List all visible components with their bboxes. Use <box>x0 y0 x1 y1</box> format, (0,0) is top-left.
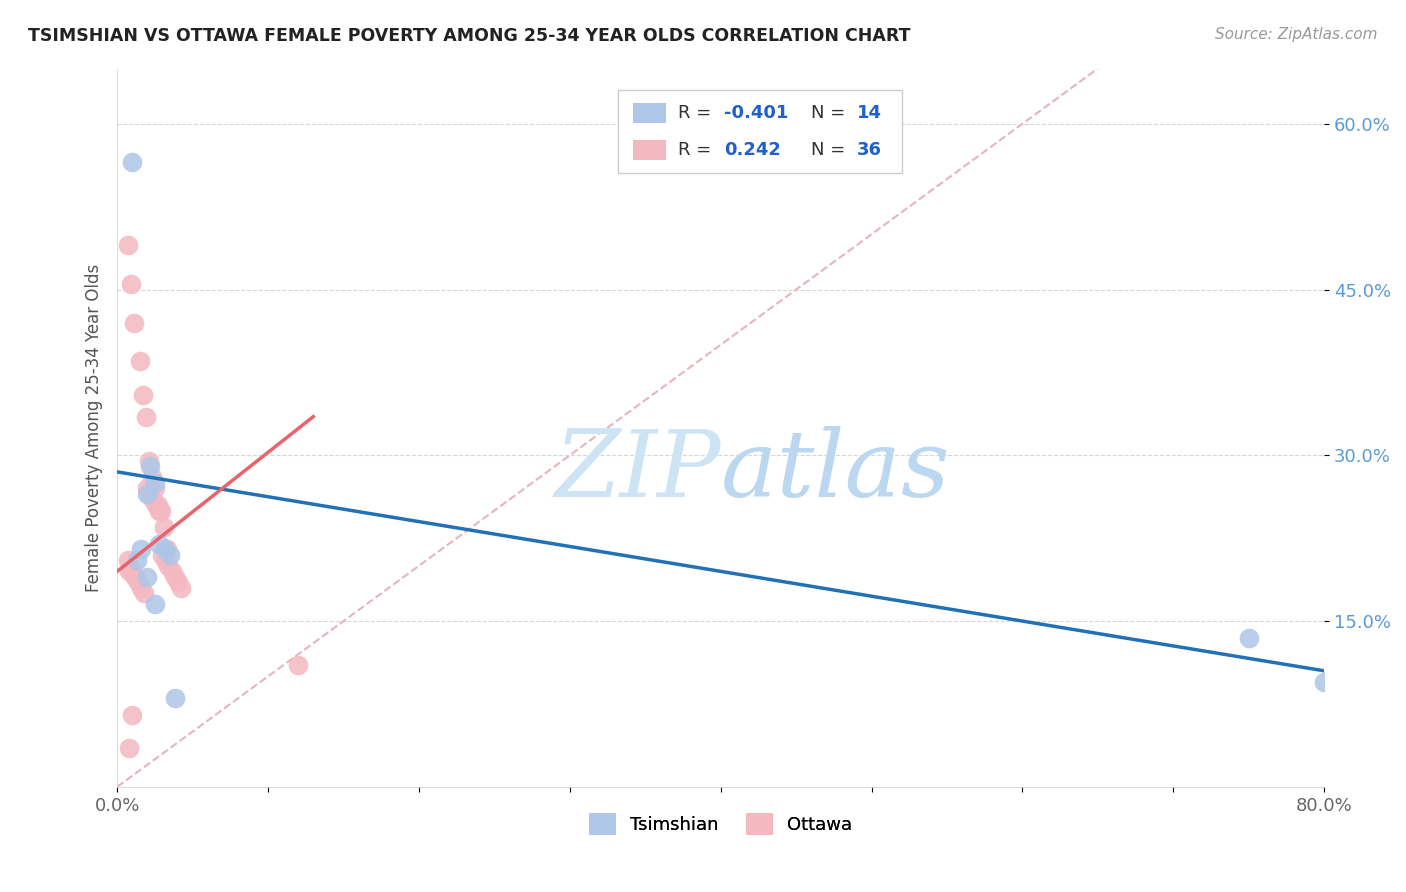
Point <box>134 586 156 600</box>
FancyBboxPatch shape <box>633 103 666 123</box>
Point <box>148 503 170 517</box>
Text: ZIP: ZIP <box>554 425 721 516</box>
Point <box>136 487 159 501</box>
Point <box>156 542 179 557</box>
Point <box>159 548 181 562</box>
Point <box>121 155 143 169</box>
Point <box>143 598 166 612</box>
Point <box>149 503 172 517</box>
Point <box>121 708 143 723</box>
Point <box>153 520 176 534</box>
Text: R =: R = <box>679 141 723 160</box>
Point <box>152 548 174 562</box>
Text: 14: 14 <box>858 104 882 122</box>
Point <box>136 482 159 496</box>
Point <box>141 470 163 484</box>
Point <box>139 487 162 501</box>
FancyBboxPatch shape <box>633 140 666 161</box>
Point <box>120 277 142 291</box>
Legend: Tsimshian, Ottawa: Tsimshian, Ottawa <box>582 806 860 842</box>
Text: 36: 36 <box>858 141 882 160</box>
Point <box>146 498 169 512</box>
Point <box>124 570 146 584</box>
Point <box>155 553 177 567</box>
Point <box>136 570 159 584</box>
Point <box>122 316 145 330</box>
Point <box>157 558 180 573</box>
Point <box>128 354 150 368</box>
Text: atlas: atlas <box>721 425 950 516</box>
Point <box>287 658 309 673</box>
Y-axis label: Female Poverty Among 25-34 Year Olds: Female Poverty Among 25-34 Year Olds <box>86 263 103 591</box>
Point <box>143 475 166 490</box>
Point <box>163 570 186 584</box>
Point <box>169 581 191 595</box>
Point <box>138 454 160 468</box>
Point <box>145 498 167 512</box>
Text: R =: R = <box>679 104 717 122</box>
Point <box>131 581 153 595</box>
Point <box>127 575 149 590</box>
Text: N =: N = <box>811 141 851 160</box>
Point <box>139 459 162 474</box>
Text: 0.242: 0.242 <box>724 141 782 160</box>
Text: TSIMSHIAN VS OTTAWA FEMALE POVERTY AMONG 25-34 YEAR OLDS CORRELATION CHART: TSIMSHIAN VS OTTAWA FEMALE POVERTY AMONG… <box>28 27 911 45</box>
Point <box>125 553 148 567</box>
Point <box>148 537 170 551</box>
Point <box>117 553 139 567</box>
Point <box>121 565 143 579</box>
Point <box>1313 674 1336 689</box>
Point <box>163 691 186 706</box>
Point <box>135 409 157 424</box>
Text: Source: ZipAtlas.com: Source: ZipAtlas.com <box>1215 27 1378 42</box>
Text: N =: N = <box>811 104 851 122</box>
Point <box>132 387 155 401</box>
Point <box>155 542 177 557</box>
Point <box>124 570 146 584</box>
FancyBboxPatch shape <box>619 90 901 173</box>
Point <box>142 492 165 507</box>
Point <box>117 238 139 252</box>
Point <box>118 741 141 756</box>
Point <box>1237 631 1260 645</box>
Point <box>118 565 141 579</box>
Point <box>131 542 153 557</box>
Text: -0.401: -0.401 <box>724 104 789 122</box>
Point <box>143 482 166 496</box>
Point <box>160 565 183 579</box>
Point <box>166 575 188 590</box>
